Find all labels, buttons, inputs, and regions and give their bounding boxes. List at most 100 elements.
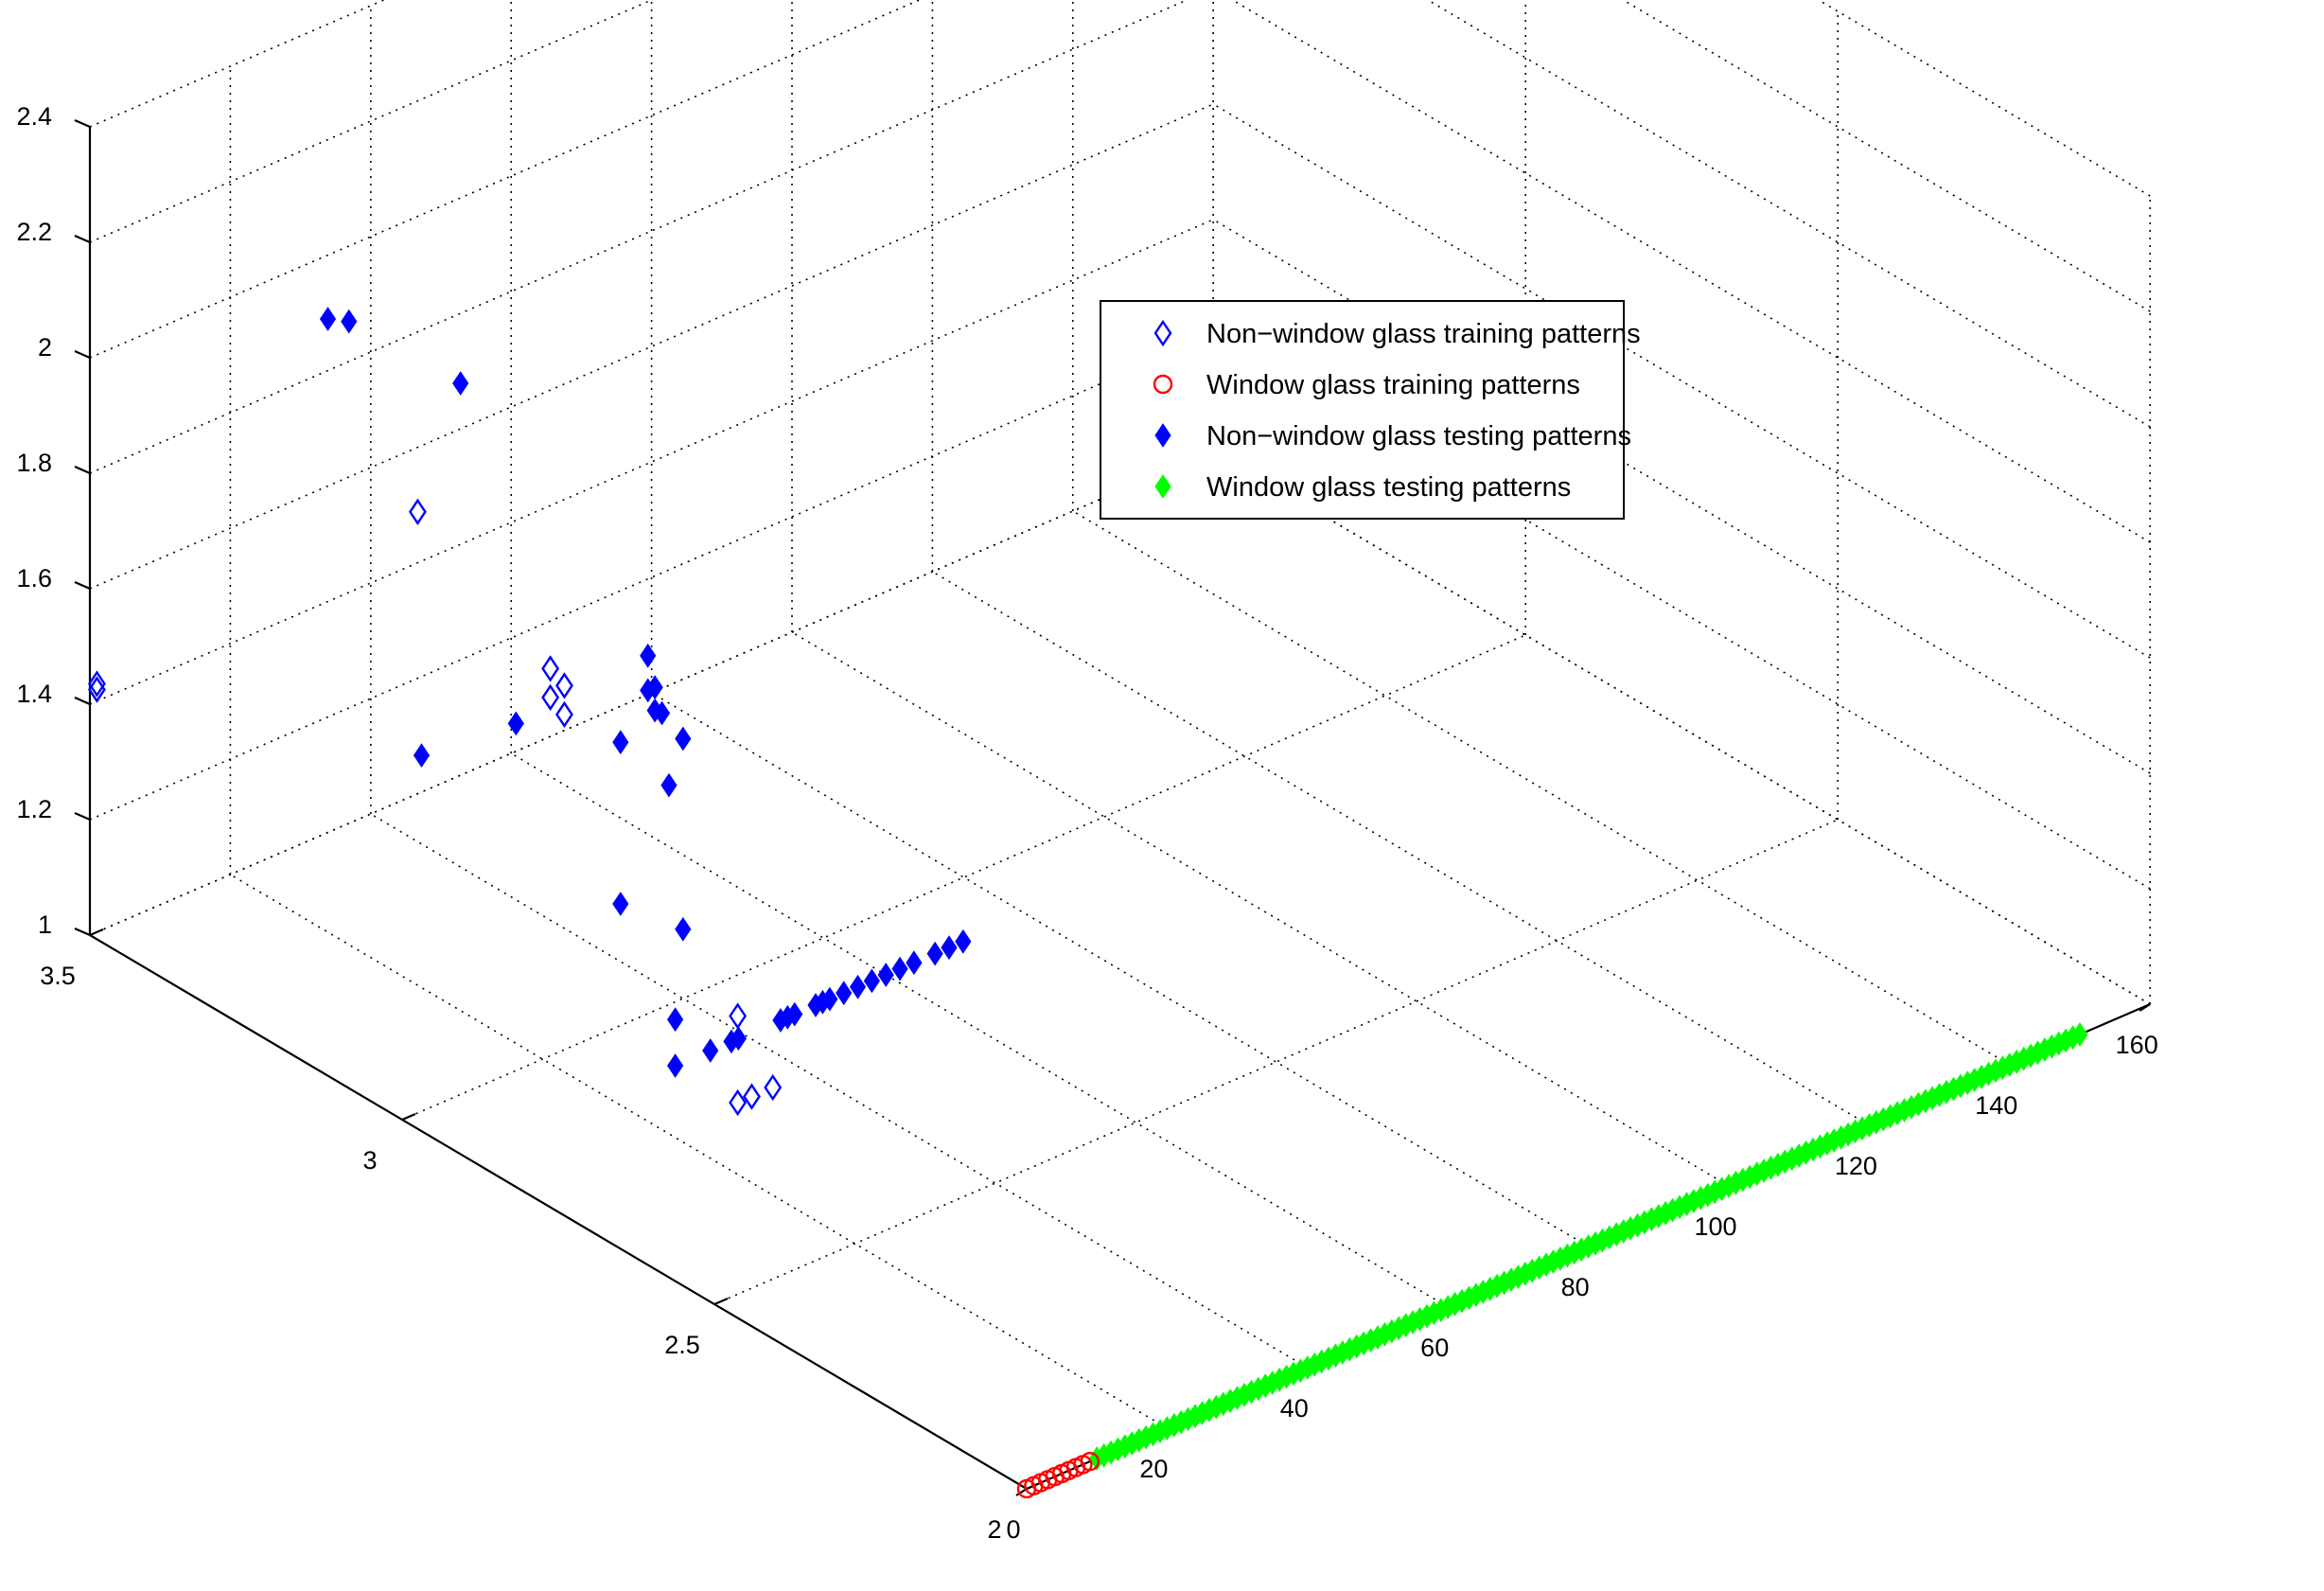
data-point (955, 928, 972, 954)
data-point (1080, 1451, 1100, 1472)
data-point (341, 309, 358, 334)
data-point (666, 1053, 684, 1078)
legend-box (1100, 300, 1625, 520)
y-tick-label: 3.5 (40, 962, 76, 990)
x-tick-label: 20 (1139, 1455, 1168, 1483)
data-point (555, 672, 573, 699)
y-axis-line (89, 934, 1028, 1490)
data-point (660, 772, 678, 798)
data-point (926, 941, 943, 966)
axes-layer: 0 20 40 60 80 100 120 140 160 2 2.5 3 3.5 1 1.2 1.4 1.6 1… (16, 102, 2157, 1544)
z-tick-mark (74, 580, 91, 591)
data-point (408, 498, 427, 525)
x-tick-mark (1015, 1488, 1028, 1496)
legend-marker (1153, 319, 1172, 347)
data-point (640, 643, 657, 668)
legend-label: Non−window glass training patterns (1206, 319, 1641, 349)
data-point (666, 1007, 684, 1033)
data-point (319, 307, 337, 331)
marks-layer (87, 307, 2088, 1499)
legend-item: Non−window glass testing patterns (1154, 421, 1631, 451)
y-tick-mark (401, 1112, 416, 1122)
data-point (730, 1026, 747, 1052)
floor-gridline (931, 571, 1870, 1126)
data-point (891, 956, 908, 981)
z-tick-label: 1.4 (16, 680, 52, 708)
y-tick-label: 3 (362, 1146, 377, 1175)
data-point (2071, 1022, 2088, 1047)
z-tick-mark (74, 927, 91, 937)
floor-gridline (510, 752, 1449, 1308)
data-point (413, 743, 431, 769)
z-tick-mark (74, 349, 91, 360)
data-point (906, 950, 923, 976)
legend-label: Window glass training patterns (1206, 370, 1580, 400)
data-point (863, 968, 880, 994)
legend-marker (1154, 474, 1171, 499)
data-point (612, 730, 629, 755)
data-point (653, 700, 671, 726)
x-tick-label: 100 (1694, 1212, 1736, 1241)
backwall-gridline (89, 0, 654, 243)
z-tick-label: 1.6 (16, 564, 52, 592)
y-tick-label: 2.5 (664, 1331, 700, 1359)
backwall-gridline (89, 0, 922, 359)
data-point (675, 916, 692, 942)
floor-gridline (791, 631, 1730, 1187)
data-point (877, 963, 894, 987)
grid-layer (89, 0, 2151, 1490)
data-point (702, 1038, 719, 1063)
x-tick-label: 40 (1280, 1394, 1309, 1423)
data-point (541, 683, 560, 712)
series-1 (1016, 1451, 1100, 1499)
z-tick-label: 2 (38, 333, 52, 362)
data-point (675, 726, 692, 751)
sidewall-gridline (1212, 450, 2151, 1005)
data-point (941, 935, 958, 961)
x-tick-label: 120 (1835, 1152, 1877, 1180)
legend-marker (1153, 374, 1173, 395)
legend-item: Window glass training patterns (1153, 370, 1580, 400)
data-point (541, 655, 560, 682)
x-tick-label: 160 (2116, 1031, 2158, 1059)
z-tick-label: 1 (38, 910, 52, 939)
y-tick-label: 2 (987, 1515, 1001, 1544)
series-3 (1088, 1022, 2088, 1471)
floor-gridline (401, 634, 1526, 1121)
floor-gridline (713, 819, 1839, 1305)
y-tick-mark (89, 928, 104, 937)
data-point (87, 676, 106, 703)
floor-gridline (370, 813, 1309, 1369)
data-point (729, 1088, 748, 1117)
x-tick-label: 60 (1420, 1334, 1449, 1362)
y-tick-mark (713, 1297, 729, 1306)
legend-item: Non−window glass training patterns (1153, 319, 1641, 349)
data-point (507, 711, 524, 736)
x-tick-mark (2139, 1003, 2151, 1012)
legend: Non−window glass training patterns Window… (1100, 300, 1641, 520)
data-point (836, 981, 853, 1006)
data-point (612, 892, 629, 916)
z-tick-mark (74, 465, 91, 475)
legend-marker (1154, 423, 1171, 448)
z-tick-mark (74, 234, 91, 244)
z-tick-mark (74, 696, 91, 706)
z-tick-label: 1.2 (16, 795, 52, 823)
x-tick-label: 80 (1561, 1273, 1590, 1301)
data-point (786, 1001, 803, 1027)
sidewall-gridline (1621, 0, 2151, 312)
z-tick-label: 2.2 (16, 218, 52, 246)
z-tick-mark (74, 118, 91, 129)
data-point (452, 371, 469, 396)
data-point (87, 670, 106, 698)
z-tick-mark (74, 811, 91, 822)
z-tick-label: 1.8 (16, 449, 52, 477)
data-point (764, 1073, 783, 1102)
series-0 (87, 498, 783, 1117)
data-point (742, 1083, 761, 1110)
floor-gridline (651, 692, 1590, 1247)
data-point (821, 986, 838, 1012)
x-tick-label: 0 (1006, 1515, 1020, 1544)
